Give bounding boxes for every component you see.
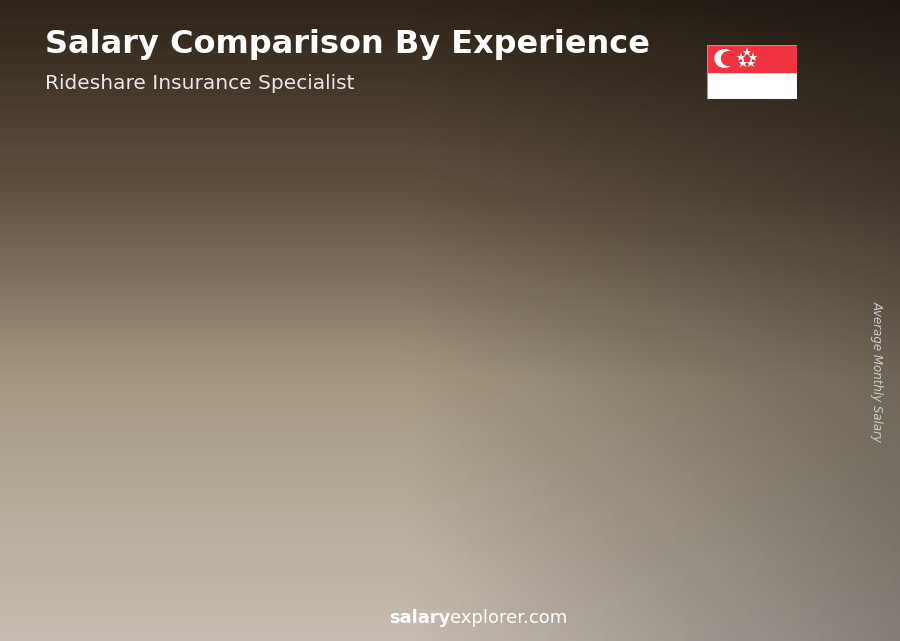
Text: +42%: +42% <box>291 319 354 338</box>
Bar <box>105 437 169 564</box>
Bar <box>276 408 292 564</box>
Bar <box>523 305 539 564</box>
Bar <box>646 279 662 564</box>
Bar <box>706 45 796 72</box>
Text: Rideshare Insurance Specialist: Rideshare Insurance Specialist <box>45 74 355 93</box>
Text: 9,020 SGD: 9,020 SGD <box>718 271 789 284</box>
Text: 3,820 SGD: 3,820 SGD <box>102 445 173 458</box>
Text: +23%: +23% <box>167 385 230 404</box>
Bar <box>722 262 786 564</box>
Bar <box>722 262 786 272</box>
Bar <box>475 305 539 564</box>
Bar <box>229 408 292 564</box>
Bar <box>770 262 786 564</box>
Bar <box>105 437 169 440</box>
Bar <box>598 279 662 287</box>
Text: Average Monthly Salary: Average Monthly Salary <box>871 301 884 442</box>
Text: Salary Comparison By Experience: Salary Comparison By Experience <box>45 29 650 60</box>
Bar <box>475 305 539 313</box>
Bar <box>229 408 292 412</box>
Text: explorer.com: explorer.com <box>450 609 567 627</box>
Circle shape <box>722 51 737 65</box>
Text: 6,640 SGD: 6,640 SGD <box>348 351 419 363</box>
Bar <box>153 437 169 564</box>
Text: 7,750 SGD: 7,750 SGD <box>472 313 543 326</box>
Bar <box>352 342 416 564</box>
Text: +6%: +6% <box>668 239 717 258</box>
Text: +10%: +10% <box>537 256 600 275</box>
Circle shape <box>715 50 734 67</box>
Bar <box>352 342 416 349</box>
Bar <box>598 279 662 564</box>
Text: +17%: +17% <box>414 282 477 301</box>
Text: salary: salary <box>389 609 450 627</box>
Text: 4,680 SGD: 4,680 SGD <box>225 416 296 429</box>
Bar <box>400 342 416 564</box>
Text: 8,530 SGD: 8,530 SGD <box>595 288 666 301</box>
